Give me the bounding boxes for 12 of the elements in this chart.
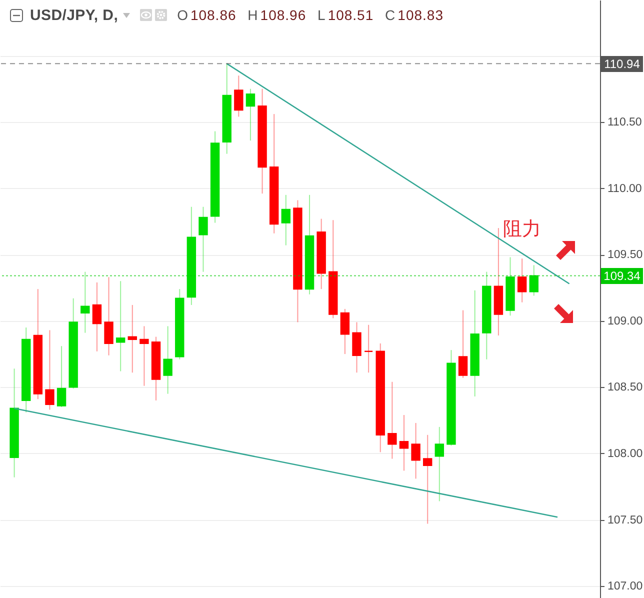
y-tick-label: 108.50 (608, 382, 643, 394)
chart-title: USD/JPY, D, (30, 6, 118, 24)
y-tick-label: 107.00 (608, 580, 643, 593)
y-tick-label: 110.50 (608, 116, 642, 128)
y-tick-label: 109.00 (608, 315, 643, 328)
y-tick-label: 108.00 (608, 448, 643, 460)
ref-line-label: 110.94 (601, 56, 643, 72)
annotation: 阻力 (503, 219, 541, 240)
y-tick-label: 107.50 (608, 514, 643, 526)
y-tick-label: 109.50 (608, 249, 643, 262)
ref-line-label: 109.34 (601, 268, 643, 284)
y-tick-label: 110.00 (608, 182, 642, 195)
